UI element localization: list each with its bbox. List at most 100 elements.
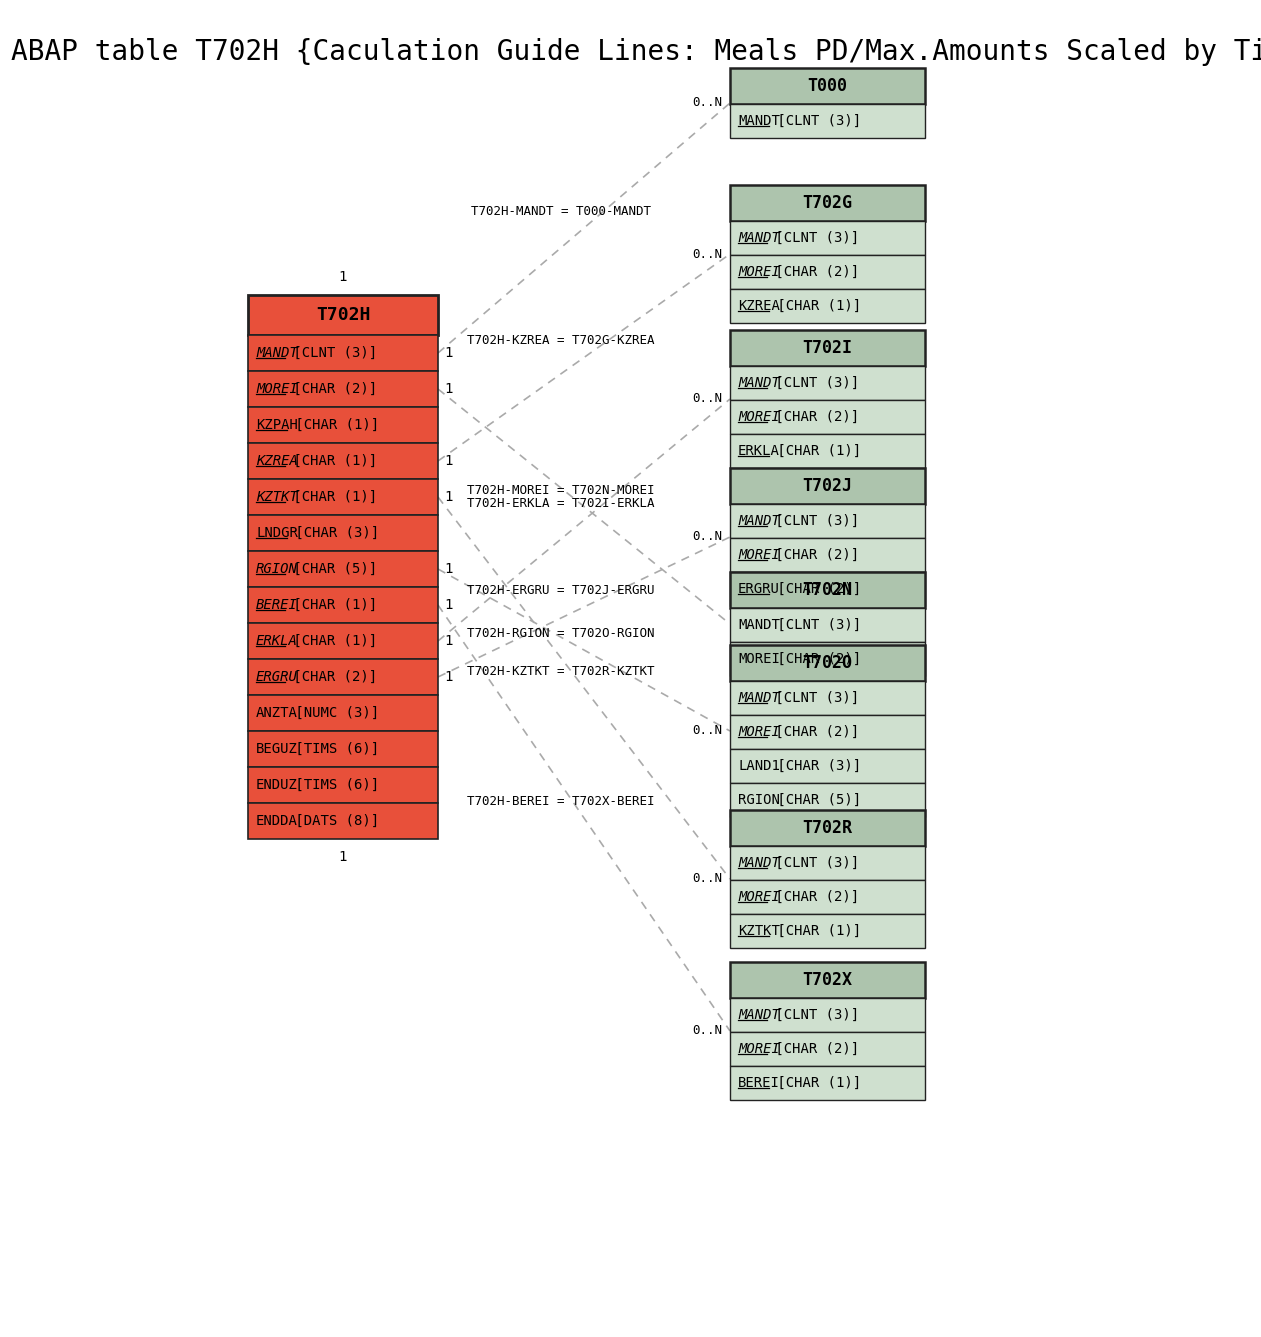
Text: 0..N: 0..N bbox=[692, 393, 723, 405]
Text: MANDT: MANDT bbox=[738, 691, 779, 705]
Text: [CHAR (5)]: [CHAR (5)] bbox=[285, 562, 377, 576]
Text: MANDT: MANDT bbox=[738, 618, 779, 632]
Bar bbox=[730, 749, 926, 783]
Text: ANZTA: ANZTA bbox=[256, 706, 298, 721]
Text: 1: 1 bbox=[339, 270, 347, 283]
Text: BEREI: BEREI bbox=[256, 598, 298, 612]
Text: [CHAR (2)]: [CHAR (2)] bbox=[285, 382, 377, 396]
Text: [CHAR (1)]: [CHAR (1)] bbox=[285, 489, 377, 504]
Bar bbox=[730, 572, 926, 608]
Text: [TIMS (6)]: [TIMS (6)] bbox=[288, 778, 380, 792]
Text: [DATS (8)]: [DATS (8)] bbox=[288, 814, 380, 828]
Text: [CHAR (3)]: [CHAR (3)] bbox=[769, 759, 861, 773]
Text: MOREI: MOREI bbox=[738, 410, 779, 424]
Bar bbox=[730, 435, 926, 468]
Bar bbox=[730, 810, 926, 846]
Text: 0..N: 0..N bbox=[692, 96, 723, 110]
Text: [CHAR (2)]: [CHAR (2)] bbox=[769, 652, 861, 666]
Text: RGION: RGION bbox=[738, 793, 779, 808]
Bar bbox=[730, 642, 926, 677]
Text: [CHAR (3)]: [CHAR (3)] bbox=[288, 525, 380, 540]
Bar bbox=[730, 915, 926, 948]
Bar bbox=[730, 537, 926, 572]
Bar bbox=[248, 587, 438, 623]
Bar bbox=[730, 1066, 926, 1100]
Bar bbox=[730, 255, 926, 289]
Bar bbox=[248, 767, 438, 804]
Text: MANDT: MANDT bbox=[738, 856, 779, 870]
Text: T702H-MANDT = T000-MANDT: T702H-MANDT = T000-MANDT bbox=[470, 205, 651, 218]
Text: MANDT: MANDT bbox=[738, 376, 779, 390]
Text: 1: 1 bbox=[444, 382, 453, 396]
Bar bbox=[730, 880, 926, 915]
Text: [CLNT (3)]: [CLNT (3)] bbox=[768, 376, 860, 390]
Text: [TIMS (6)]: [TIMS (6)] bbox=[288, 742, 380, 755]
Text: T702G: T702G bbox=[802, 194, 852, 213]
Text: KZTKT: KZTKT bbox=[256, 489, 298, 504]
Bar bbox=[730, 468, 926, 504]
Text: T702H-BEREI = T702X-BEREI: T702H-BEREI = T702X-BEREI bbox=[467, 796, 654, 808]
Bar bbox=[248, 515, 438, 551]
Text: RGION: RGION bbox=[256, 562, 298, 576]
Text: KZREA: KZREA bbox=[738, 299, 779, 313]
Text: T702X: T702X bbox=[802, 971, 852, 989]
Text: T702H-ERKLA = T702I-ERKLA: T702H-ERKLA = T702I-ERKLA bbox=[467, 497, 654, 509]
Text: 0..N: 0..N bbox=[692, 1024, 723, 1038]
Bar bbox=[248, 731, 438, 767]
Bar bbox=[730, 783, 926, 817]
Text: T702H: T702H bbox=[315, 306, 371, 324]
Text: ERKLA: ERKLA bbox=[256, 634, 298, 648]
Bar bbox=[248, 804, 438, 840]
Text: T702H-KZREA = T702G-KZREA: T702H-KZREA = T702G-KZREA bbox=[467, 334, 654, 348]
Bar bbox=[248, 443, 438, 479]
Text: MANDT: MANDT bbox=[738, 114, 779, 128]
Text: KZREA: KZREA bbox=[256, 455, 298, 468]
Text: [CHAR (1)]: [CHAR (1)] bbox=[769, 1076, 861, 1090]
Text: 1: 1 bbox=[444, 598, 453, 612]
Text: [CHAR (1)]: [CHAR (1)] bbox=[285, 634, 377, 648]
Text: KZTKT: KZTKT bbox=[738, 924, 779, 939]
Text: MOREI: MOREI bbox=[256, 382, 298, 396]
Bar bbox=[730, 68, 926, 104]
Bar bbox=[248, 370, 438, 406]
Bar bbox=[248, 336, 438, 370]
Bar bbox=[730, 504, 926, 537]
Text: T702H-KZTKT = T702R-KZTKT: T702H-KZTKT = T702R-KZTKT bbox=[467, 664, 654, 678]
Bar bbox=[730, 400, 926, 435]
Text: [CHAR (2)]: [CHAR (2)] bbox=[768, 725, 860, 739]
Text: 0..N: 0..N bbox=[692, 873, 723, 885]
Text: [CHAR (1)]: [CHAR (1)] bbox=[288, 418, 380, 432]
Text: 1: 1 bbox=[444, 562, 453, 576]
Text: T702J: T702J bbox=[802, 477, 852, 495]
Text: [CHAR (1)]: [CHAR (1)] bbox=[769, 444, 861, 459]
Text: 1: 1 bbox=[444, 634, 453, 648]
Bar bbox=[248, 695, 438, 731]
Text: 0..N: 0..N bbox=[692, 247, 723, 261]
Bar bbox=[730, 681, 926, 715]
Text: T702H-MOREI = T702N-MOREI: T702H-MOREI = T702N-MOREI bbox=[467, 484, 654, 496]
Text: [CHAR (1)]: [CHAR (1)] bbox=[769, 299, 861, 313]
Text: [CHAR (2)]: [CHAR (2)] bbox=[768, 265, 860, 279]
Text: [CLNT (3)]: [CLNT (3)] bbox=[769, 618, 861, 632]
Text: [CHAR (2)]: [CHAR (2)] bbox=[768, 410, 860, 424]
Text: 1: 1 bbox=[444, 346, 453, 360]
Bar bbox=[730, 366, 926, 400]
Text: T702I: T702I bbox=[802, 340, 852, 357]
Bar bbox=[730, 221, 926, 255]
Text: ERGRU: ERGRU bbox=[256, 670, 298, 685]
Bar bbox=[730, 846, 926, 880]
Bar bbox=[730, 608, 926, 642]
Text: [CHAR (2)]: [CHAR (2)] bbox=[285, 670, 377, 685]
Text: ERKLA: ERKLA bbox=[738, 444, 779, 459]
Text: SAP ABAP table T702H {Caculation Guide Lines: Meals PD/Max.Amounts Scaled by Tim: SAP ABAP table T702H {Caculation Guide L… bbox=[0, 37, 1261, 66]
Text: T702O: T702O bbox=[802, 654, 852, 673]
Text: MOREI: MOREI bbox=[738, 1042, 779, 1056]
Text: [CHAR (2)]: [CHAR (2)] bbox=[768, 890, 860, 904]
Bar bbox=[248, 659, 438, 695]
Text: BEREI: BEREI bbox=[738, 1076, 779, 1090]
Text: [CHAR (2)]: [CHAR (2)] bbox=[768, 1042, 860, 1056]
Text: MOREI: MOREI bbox=[738, 725, 779, 739]
Text: BEGUZ: BEGUZ bbox=[256, 742, 298, 755]
Bar bbox=[248, 295, 438, 336]
Text: 0..N: 0..N bbox=[692, 725, 723, 738]
